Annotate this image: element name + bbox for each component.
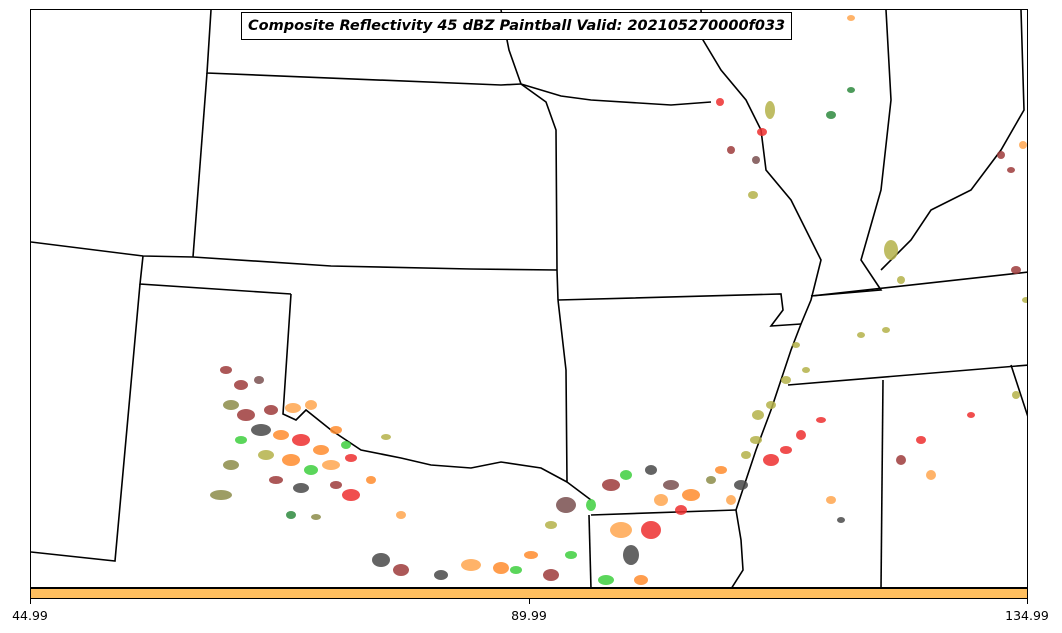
colorbar-tick-mark-2 [1027,599,1028,604]
colorbar-tick-label-1: 89.99 [511,608,547,623]
colorbar-tick-label-0: 44.99 [12,608,48,623]
colorbar [30,588,1028,599]
map-panel [30,9,1028,588]
reflectivity-blobs [210,15,1027,585]
state-boundaries [31,10,1027,587]
colorbar-tick-mark-1 [529,599,530,604]
map-title: Composite Reflectivity 45 dBZ Paintball … [241,12,793,40]
reflectivity-map [31,10,1027,587]
colorbar-tick-label-2: 134.99 [1005,608,1049,623]
colorbar-tick-mark-0 [30,599,31,604]
